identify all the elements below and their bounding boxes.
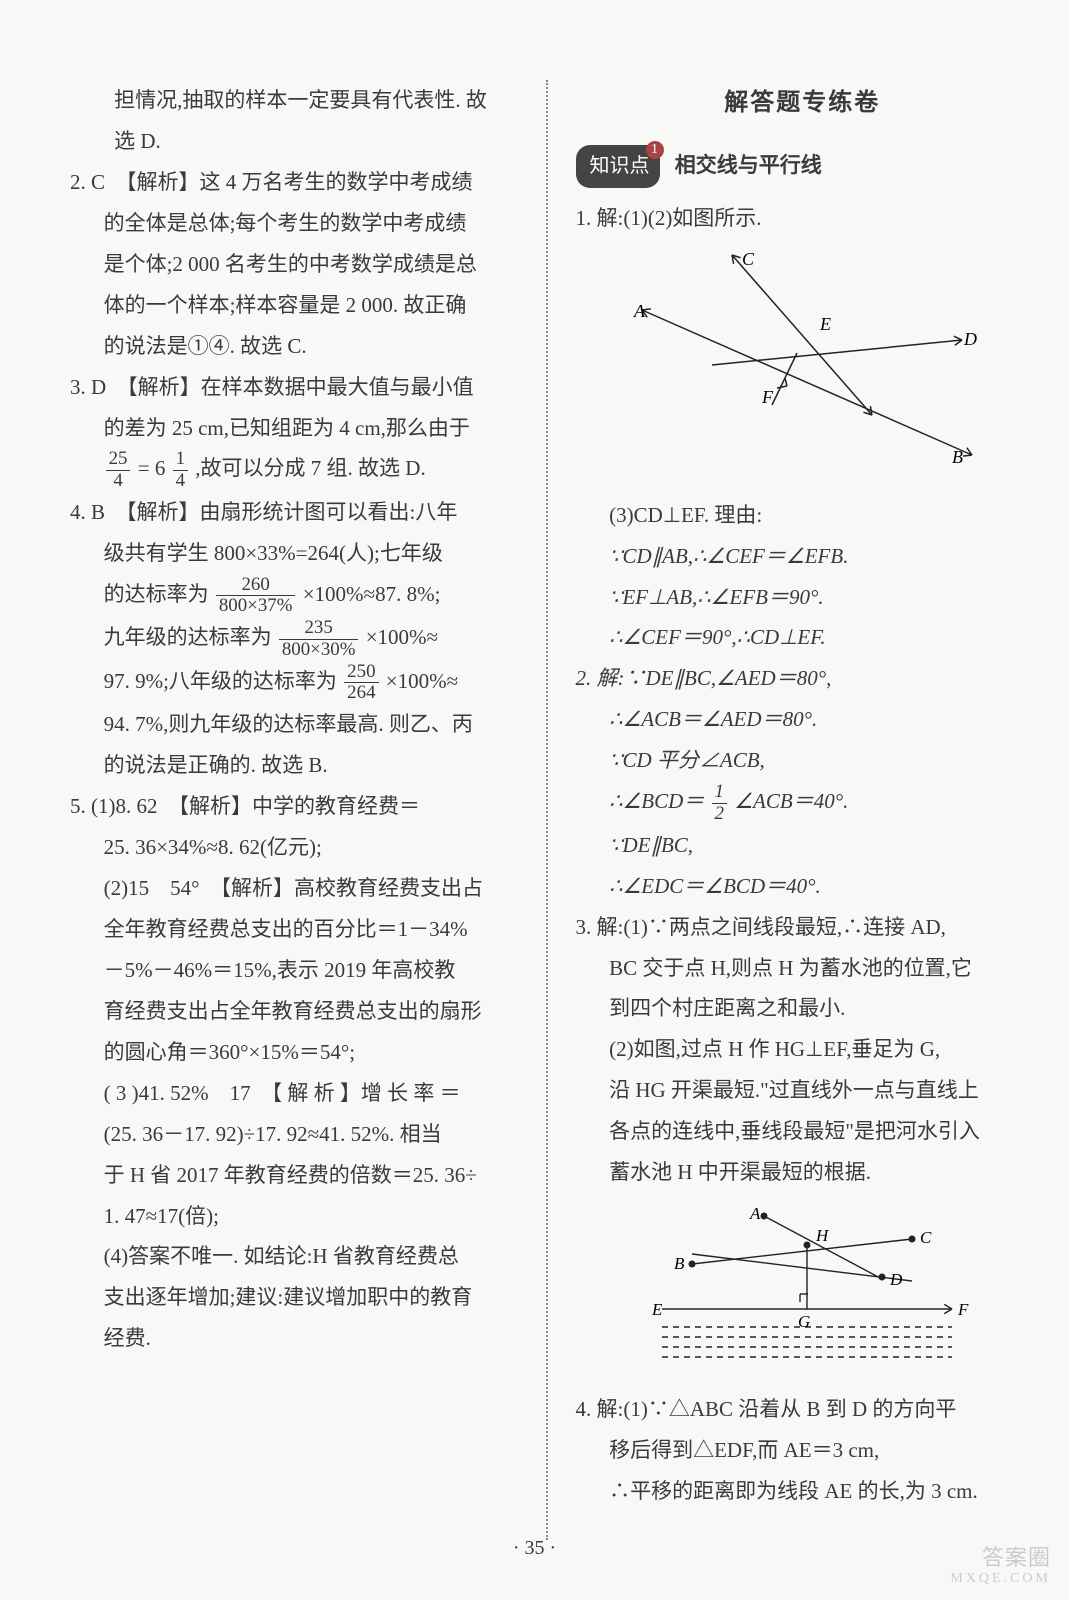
p: 沿 HG 开渠最短."过直线外一点与直线上 xyxy=(576,1070,1030,1111)
p: ∴∠CEF＝90°,∴CD⊥EF. xyxy=(576,617,1030,658)
p: 蓄水池 H 中开渠最短的根据. xyxy=(576,1152,1030,1193)
svg-text:F: F xyxy=(957,1300,969,1319)
q4: 4. B 【解析】由扇形统计图可以看出:八年 xyxy=(70,492,524,533)
p: 94. 7%,则九年级的达标率最高. 则乙、丙 xyxy=(70,704,524,745)
q5: 5. (1)8. 62 【解析】中学的教育经费＝ xyxy=(70,786,524,827)
p: 九年级的达标率为 235800×30% ×100%≈ xyxy=(70,617,524,660)
p: 的说法是①④. 故选 C. xyxy=(70,326,524,367)
p: (2)如图,过点 H 作 HG⊥EF,垂足为 G, xyxy=(576,1029,1030,1070)
q2: 2. C 【解析】这 4 万名考生的数学中考成绩 xyxy=(70,162,524,203)
left-column: 担情况,抽取的样本一定要具有代表性. 故 选 D. 2. C 【解析】这 4 万… xyxy=(70,80,546,1540)
watermark-small: MXQE.COM xyxy=(950,1571,1051,1588)
kp-text: 相交线与平行线 xyxy=(675,153,822,177)
right-column: 解答题专练卷 知识点 相交线与平行线 1. 解:(1)(2)如图所示. C A E F… xyxy=(548,80,1030,1540)
p: ( 3 )41. 52% 17 【 解 析 】增 长 率 ＝ xyxy=(70,1073,524,1114)
svg-text:A: A xyxy=(633,301,646,321)
p: 育经费支出占全年教育经费总支出的扇形 xyxy=(70,991,524,1032)
p: ∴∠ACB＝∠AED＝80°. xyxy=(576,699,1030,740)
section-title: 解答题专练卷 xyxy=(576,80,1030,127)
svg-text:H: H xyxy=(815,1226,830,1245)
p: 移后得到△EDF,而 AE＝3 cm, xyxy=(576,1430,1030,1471)
r3: 3. 解:(1)∵两点之间线段最短,∴连接 AD, xyxy=(576,907,1030,948)
p: (2)15 54° 【解析】高校教育经费支出占 xyxy=(70,868,524,909)
page-number: · 35 · xyxy=(513,1537,556,1560)
svg-text:F: F xyxy=(761,387,774,407)
p: 到四个村庄距离之和最小. xyxy=(576,988,1030,1029)
p: 的差为 25 cm,已知组距为 4 cm,那么由于 xyxy=(70,408,524,449)
q3: 3. D 【解析】在样本数据中最大值与最小值 xyxy=(70,367,524,408)
p: 级共有学生 800×33%=264(人);七年级 xyxy=(70,533,524,574)
svg-text:G: G xyxy=(798,1312,810,1331)
figure-1: C A E F D B xyxy=(576,245,1030,489)
p: 1. 47≈17(倍); xyxy=(70,1196,524,1237)
watermark: 答案圈 MXQE.COM xyxy=(950,1545,1051,1588)
svg-text:C: C xyxy=(920,1228,932,1247)
p: ∴平移的距离即为线段 AE 的长,为 3 cm. xyxy=(576,1471,1030,1512)
svg-text:E: E xyxy=(651,1300,663,1319)
p: 的圆心角＝360°×15%＝54°; xyxy=(70,1032,524,1073)
svg-text:D: D xyxy=(889,1270,903,1289)
p: 支出逐年增加;建议:建议增加职中的教育 xyxy=(70,1277,524,1318)
p: 97. 9%;八年级的达标率为 250264 ×100%≈ xyxy=(70,661,524,704)
watermark-big: 答案圈 xyxy=(982,1545,1051,1570)
svg-text:E: E xyxy=(819,314,831,334)
p: 体的一个样本;样本容量是 2 000. 故正确 xyxy=(70,285,524,326)
p: ∵CD 平分∠ACB, xyxy=(576,740,1030,781)
p: ∴∠EDC＝∠BCD＝40°. xyxy=(576,866,1030,907)
svg-text:B: B xyxy=(674,1254,685,1273)
p: (25. 36－17. 92)÷17. 92≈41. 52%. 相当 xyxy=(70,1114,524,1155)
p: 担情况,抽取的样本一定要具有代表性. 故 xyxy=(70,80,524,121)
p: 的达标率为 260800×37% ×100%≈87. 8%; xyxy=(70,574,524,617)
svg-text:A: A xyxy=(749,1204,761,1223)
p: 经费. xyxy=(70,1318,524,1359)
p: ∴∠BCD＝ 12 ∠ACB＝40°. xyxy=(576,781,1030,824)
figure-2: A B C D H E F G xyxy=(576,1199,1030,1383)
p: (3)CD⊥EF. 理由: xyxy=(576,495,1030,536)
knowledge-point-row: 知识点 相交线与平行线 xyxy=(576,145,1030,188)
p: 全年教育经费总支出的百分比＝1－34% xyxy=(70,909,524,950)
p: BC 交于点 H,则点 H 为蓄水池的位置,它 xyxy=(576,948,1030,989)
p: ∵CD∥AB,∴∠CEF＝∠EFB. xyxy=(576,536,1030,577)
p: (4)答案不唯一. 如结论:H 省教育经费总 xyxy=(70,1236,524,1277)
r2: 2. 解:∵DE∥BC,∠AED＝80°, xyxy=(576,658,1030,699)
p: －5%－46%＝15%,表示 2019 年高校教 xyxy=(70,950,524,991)
svg-text:D: D xyxy=(963,329,977,349)
p: 254 = 6 14 ,故可以分成 7 组. 故选 D. xyxy=(70,448,524,491)
p: ∵DE∥BC, xyxy=(576,825,1030,866)
p: 选 D. xyxy=(70,121,524,162)
p: 25. 36×34%≈8. 62(亿元); xyxy=(70,827,524,868)
svg-text:B: B xyxy=(952,447,963,467)
r4: 4. 解:(1)∵△ABC 沿着从 B 到 D 的方向平 xyxy=(576,1389,1030,1430)
p: 是个体;2 000 名考生的中考数学成绩是总 xyxy=(70,244,524,285)
r1: 1. 解:(1)(2)如图所示. xyxy=(576,198,1030,239)
p: 于 H 省 2017 年教育经费的倍数＝25. 36÷ xyxy=(70,1155,524,1196)
kp-badge: 知识点 xyxy=(576,145,660,188)
p: 各点的连线中,垂线段最短"是把河水引入 xyxy=(576,1111,1030,1152)
p: 的说法是正确的. 故选 B. xyxy=(70,745,524,786)
p: 的全体是总体;每个考生的数学中考成绩 xyxy=(70,203,524,244)
p: ∵EF⊥AB,∴∠EFB＝90°. xyxy=(576,577,1030,618)
svg-text:C: C xyxy=(742,249,755,269)
